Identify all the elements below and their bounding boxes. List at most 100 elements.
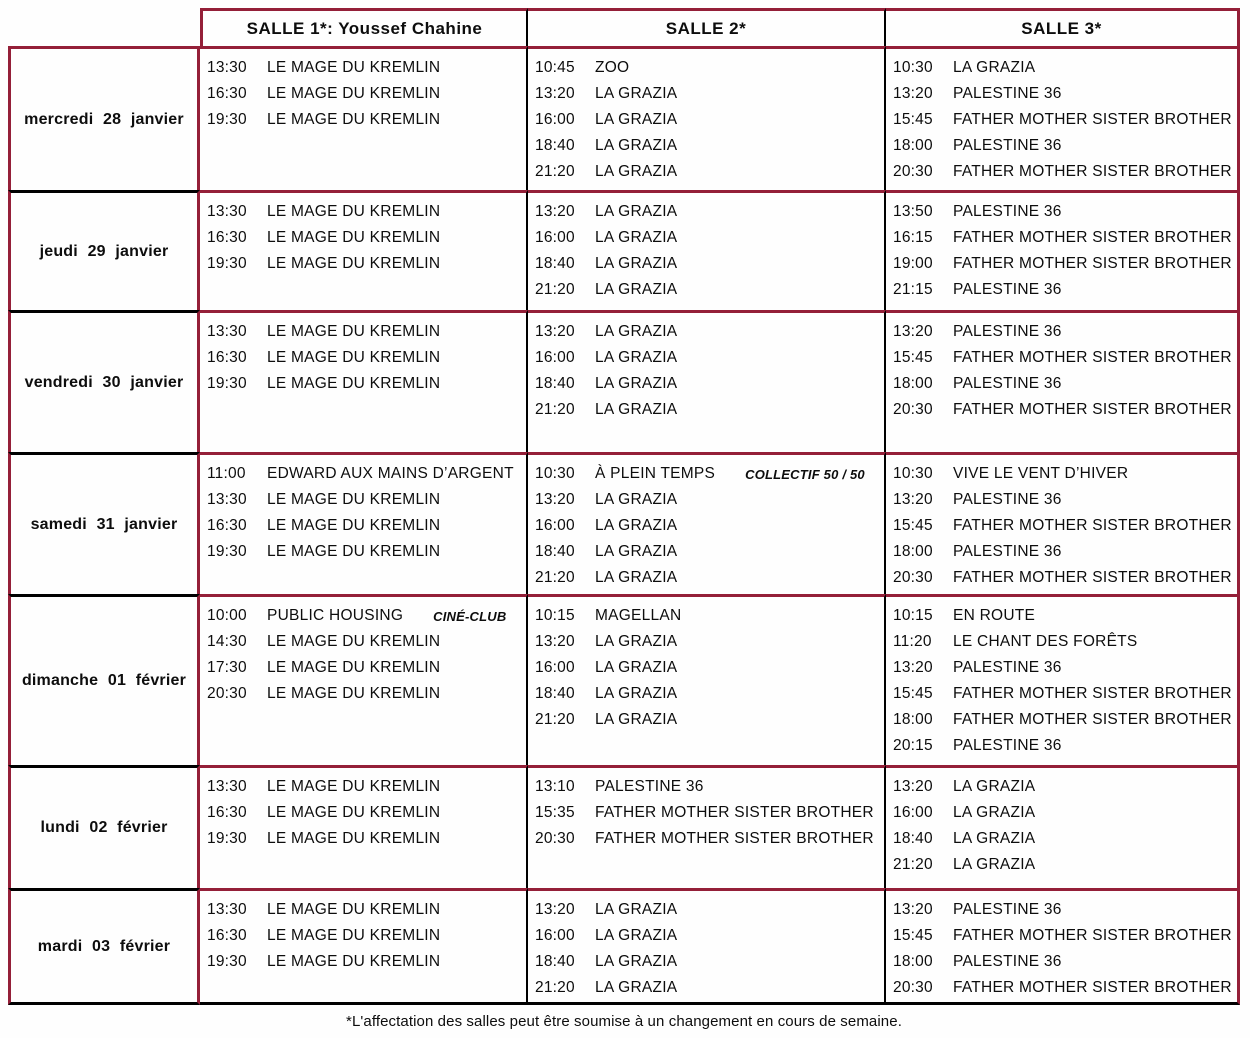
- showtime-entry: 11:20 LE CHANT DES FORÊTS: [893, 629, 1237, 655]
- film-title: À PLEIN TEMPS: [595, 465, 716, 482]
- showtime-entry: 21:20 LA GRAZIA: [535, 277, 884, 303]
- film-title: FATHER MOTHER SISTER BROTHER: [953, 685, 1232, 702]
- showtime-list: 13:50 PALESTINE 36 16:15 FATHER MOTHER S…: [893, 199, 1237, 303]
- film-title: FATHER MOTHER SISTER BROTHER: [953, 927, 1232, 944]
- showtime-entry: 13:20 LA GRAZIA: [535, 897, 884, 923]
- showtime-time: 18:40: [535, 137, 575, 154]
- film-title: LE MAGE DU KREMLIN: [267, 111, 441, 128]
- film-title: FATHER MOTHER SISTER BROTHER: [953, 401, 1232, 418]
- showtime-time: 10:45: [535, 59, 575, 76]
- film-title: FATHER MOTHER SISTER BROTHER: [595, 804, 874, 821]
- showtime-time: 13:10: [535, 778, 575, 795]
- showtime-entry: 18:40 LA GRAZIA: [893, 826, 1237, 852]
- film-title: PALESTINE 36: [953, 659, 1062, 676]
- film-title: LA GRAZIA: [595, 711, 678, 728]
- film-title: FATHER MOTHER SISTER BROTHER: [953, 349, 1232, 366]
- showtime-entry: 19:00 FATHER MOTHER SISTER BROTHER: [893, 251, 1237, 277]
- showtime-time: 13:30: [207, 59, 247, 76]
- showtime-entry: 16:30 LE MAGE DU KREMLIN: [207, 513, 526, 539]
- film-title: LA GRAZIA: [595, 633, 678, 650]
- showtime-entry: 13:20 PALESTINE 36: [893, 897, 1237, 923]
- showtime-time: 21:20: [535, 569, 575, 586]
- showtime-list: 13:20 PALESTINE 36 15:45 FATHER MOTHER S…: [893, 897, 1237, 1001]
- showtime-entry: 18:40 LA GRAZIA: [535, 371, 884, 397]
- showtime-entry: 15:45 FATHER MOTHER SISTER BROTHER: [893, 681, 1237, 707]
- showtime-time: 18:40: [535, 375, 575, 392]
- film-title: LA GRAZIA: [595, 323, 678, 340]
- film-note: COLLECTIF 50 / 50: [745, 466, 865, 482]
- showtime-time: 19:30: [207, 111, 247, 128]
- showtime-time: 20:30: [535, 830, 575, 847]
- showtime-time: 13:30: [207, 901, 247, 918]
- film-title: PALESTINE 36: [953, 323, 1062, 340]
- day-row: mardi 03 février 13:30 LE MAGE DU KREMLI…: [8, 888, 1240, 1005]
- showtime-time: 21:20: [535, 163, 575, 180]
- salle1-cell: 11:00 EDWARD AUX MAINS D’ARGENT 13:30 LE…: [200, 452, 528, 594]
- showtime-entry: 18:40 LA GRAZIA: [535, 681, 884, 707]
- film-title: LA GRAZIA: [595, 543, 678, 560]
- showtime-entry: 20:15 PALESTINE 36: [893, 733, 1237, 759]
- film-title: LA GRAZIA: [595, 569, 678, 586]
- film-title: LA GRAZIA: [595, 401, 678, 418]
- day-label: jeudi 29 janvier: [8, 190, 200, 310]
- showtime-entry: 13:30 LE MAGE DU KREMLIN: [207, 897, 526, 923]
- day-label: dimanche 01 février: [8, 594, 200, 765]
- showtime-time: 13:20: [893, 85, 933, 102]
- showtime-time: 13:30: [207, 323, 247, 340]
- showtime-time: 20:30: [893, 163, 933, 180]
- day-row: mercredi 28 janvier 13:30 LE MAGE DU KRE…: [8, 46, 1240, 190]
- salle2-cell: 10:45 ZOO 13:20 LA GRAZIA: [528, 46, 886, 190]
- film-title: LE MAGE DU KREMLIN: [267, 633, 441, 650]
- showtime-entry: 10:00 PUBLIC HOUSING CINÉ-CLUB: [207, 603, 526, 629]
- showtime-time: 10:30: [893, 465, 933, 482]
- showtime-entry: 21:20 LA GRAZIA: [535, 397, 884, 423]
- film-title: PALESTINE 36: [953, 375, 1062, 392]
- showtime-list: 10:30 À PLEIN TEMPS COLLECTIF 50 / 50 13…: [535, 461, 884, 591]
- showtime-list: 13:30 LE MAGE DU KREMLIN 16:30 LE MAGE D…: [207, 897, 526, 975]
- showtime-entry: 13:20 LA GRAZIA: [535, 629, 884, 655]
- film-title: LA GRAZIA: [595, 255, 678, 272]
- film-title: LE MAGE DU KREMLIN: [267, 659, 441, 676]
- film-title: LA GRAZIA: [953, 856, 1036, 873]
- film-title: PALESTINE 36: [595, 778, 704, 795]
- showtime-time: 18:40: [535, 543, 575, 560]
- film-title: FATHER MOTHER SISTER BROTHER: [953, 711, 1232, 728]
- film-title: LE MAGE DU KREMLIN: [267, 953, 441, 970]
- showtime-time: 10:15: [893, 607, 933, 624]
- showtime-time: 15:45: [893, 685, 933, 702]
- showtime-entry: 16:00 LA GRAZIA: [535, 513, 884, 539]
- film-title: LA GRAZIA: [595, 137, 678, 154]
- showtime-time: 13:20: [893, 491, 933, 508]
- film-title: EN ROUTE: [953, 607, 1036, 624]
- showtime-time: 13:20: [893, 659, 933, 676]
- film-note: CINÉ-CLUB: [433, 608, 507, 624]
- film-title: PALESTINE 36: [953, 491, 1062, 508]
- showtime-entry: 21:20 LA GRAZIA: [535, 159, 884, 185]
- film-title: LE MAGE DU KREMLIN: [267, 349, 441, 366]
- showtime-time: 18:40: [535, 953, 575, 970]
- salle2-cell: 13:20 LA GRAZIA 16:00 LA GRAZIA: [528, 888, 886, 1005]
- showtime-entry: 18:00 PALESTINE 36: [893, 133, 1237, 159]
- showtime-time: 10:15: [535, 607, 575, 624]
- showtime-time: 13:20: [535, 633, 575, 650]
- showtime-entry: 13:20 PALESTINE 36: [893, 655, 1237, 681]
- showtime-list: 11:00 EDWARD AUX MAINS D’ARGENT 13:30 LE…: [207, 461, 526, 565]
- salle2-column-header: SALLE 2*: [528, 8, 886, 46]
- film-title: LA GRAZIA: [595, 979, 678, 996]
- film-title: PALESTINE 36: [953, 901, 1062, 918]
- film-title: PALESTINE 36: [953, 85, 1062, 102]
- film-title: LE MAGE DU KREMLIN: [267, 255, 441, 272]
- showtime-time: 18:00: [893, 375, 933, 392]
- showtime-time: 21:20: [535, 979, 575, 996]
- salle3-cell: 10:15 EN ROUTE 11:20 LE CHANT DES FORÊTS: [886, 594, 1240, 765]
- showtime-time: 10:30: [893, 59, 933, 76]
- showtime-entry: 15:45 FATHER MOTHER SISTER BROTHER: [893, 923, 1237, 949]
- showtime-entry: 13:20 LA GRAZIA: [893, 774, 1237, 800]
- film-title: FATHER MOTHER SISTER BROTHER: [953, 255, 1232, 272]
- film-title: LA GRAZIA: [595, 203, 678, 220]
- showtime-entry: 21:20 LA GRAZIA: [535, 565, 884, 591]
- day-row: vendredi 30 janvier 13:30 LE MAGE DU KRE…: [8, 310, 1240, 452]
- day-label: mercredi 28 janvier: [8, 46, 200, 190]
- film-title: PALESTINE 36: [953, 203, 1062, 220]
- film-title: LE MAGE DU KREMLIN: [267, 59, 441, 76]
